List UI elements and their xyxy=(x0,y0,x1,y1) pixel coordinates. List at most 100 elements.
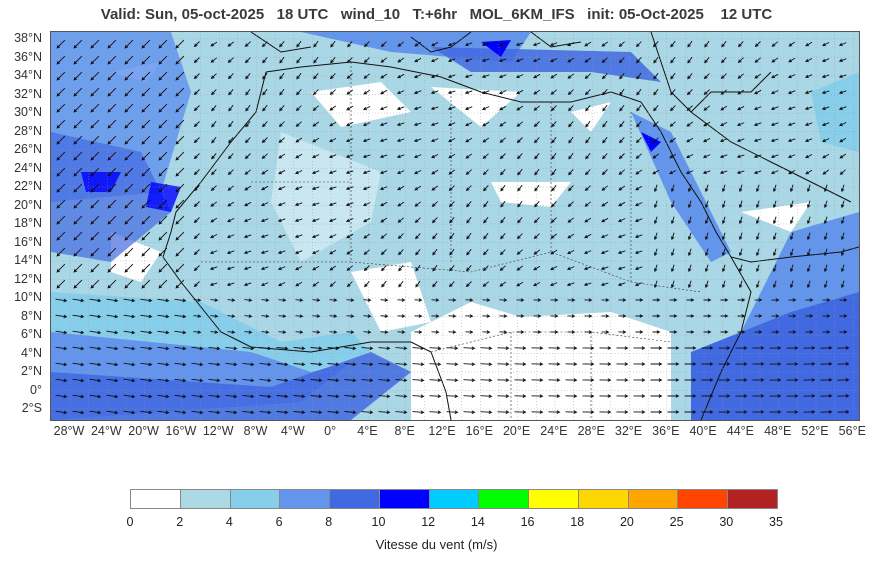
wind-arrow xyxy=(687,56,693,64)
wind-arrow xyxy=(568,169,574,176)
wind-arrow xyxy=(650,378,663,382)
wind-arrow xyxy=(191,394,204,399)
wind-arrow xyxy=(482,265,489,272)
wind-arrow xyxy=(636,121,642,128)
wind-arrow xyxy=(56,183,66,193)
wind-arrow xyxy=(685,170,694,175)
wind-arrow xyxy=(770,170,779,175)
wind-arrow xyxy=(718,362,731,366)
wind-arrow xyxy=(670,232,675,241)
wind-arrow xyxy=(431,201,438,208)
wind-arrow xyxy=(585,136,591,144)
wind-arrow xyxy=(786,410,799,414)
wind-arrow xyxy=(532,58,541,63)
wind-arrow xyxy=(686,314,695,318)
wind-arrow xyxy=(806,216,811,225)
wind-arrow xyxy=(56,151,66,161)
wind-arrow xyxy=(228,153,234,160)
wind-arrow xyxy=(718,410,731,414)
wind-arrow xyxy=(704,232,709,241)
wind-arrow xyxy=(822,138,830,143)
wind-arrow xyxy=(211,153,217,160)
wind-arrow xyxy=(514,346,527,350)
wind-arrow xyxy=(684,378,697,382)
wind-arrow xyxy=(769,346,782,350)
wind-arrow xyxy=(531,346,544,350)
wind-arrow xyxy=(805,169,813,175)
wind-arrow xyxy=(141,71,151,81)
wind-arrow xyxy=(158,215,168,225)
wind-arrow xyxy=(753,170,762,175)
wind-arrow xyxy=(124,215,134,225)
wind-arrow xyxy=(72,314,85,319)
wind-arrow xyxy=(296,72,302,80)
wind-arrow xyxy=(839,298,848,302)
wind-arrow xyxy=(193,153,200,160)
wind-arrow xyxy=(312,105,319,111)
wind-arrow xyxy=(363,330,372,334)
wind-arrow xyxy=(839,169,846,175)
wind-arrow xyxy=(721,184,726,193)
wind-arrow xyxy=(600,266,609,271)
wind-arrow xyxy=(380,201,388,207)
wind-arrow xyxy=(242,410,255,415)
wind-arrow xyxy=(650,410,663,414)
wind-arrow xyxy=(328,170,337,175)
wind-arrow xyxy=(551,168,557,176)
wind-arrow xyxy=(840,216,845,225)
wind-arrow xyxy=(805,298,814,302)
wind-arrow xyxy=(653,216,658,225)
longitude-label: 20°E xyxy=(502,424,531,438)
wind-arrow xyxy=(720,73,727,80)
wind-arrow xyxy=(721,248,726,257)
wind-arrow xyxy=(431,169,439,175)
wind-arrow xyxy=(618,169,625,175)
wind-arrow xyxy=(191,378,204,383)
wind-arrow xyxy=(585,169,591,176)
wind-arrow xyxy=(548,410,561,414)
wind-arrow xyxy=(704,184,709,193)
wind-arrow xyxy=(430,58,439,63)
wind-arrow xyxy=(652,153,660,159)
colorbar-tick-label: 2 xyxy=(176,515,184,529)
wind-arrow xyxy=(787,122,796,127)
wind-arrow xyxy=(193,105,200,112)
wind-arrow xyxy=(653,41,659,48)
wind-arrow xyxy=(294,170,303,175)
wind-arrow xyxy=(465,330,474,334)
wind-arrow xyxy=(378,394,391,399)
wind-arrow xyxy=(803,378,816,382)
wind-arrow xyxy=(635,137,642,144)
wind-arrow xyxy=(533,298,542,302)
wind-arrow xyxy=(840,200,845,209)
wind-arrow xyxy=(804,74,813,79)
wind-arrow xyxy=(482,281,489,287)
wind-arrow xyxy=(261,298,270,302)
wind-arrow xyxy=(378,378,391,383)
wind-arrow xyxy=(482,153,489,159)
wind-arrow xyxy=(242,346,255,351)
wind-arrow xyxy=(227,185,234,191)
wind-arrow xyxy=(158,231,168,241)
wind-arrow xyxy=(210,73,217,80)
wind-arrow xyxy=(617,218,626,223)
wind-arrow xyxy=(279,41,285,48)
wind-arrow xyxy=(396,138,405,143)
wind-arrow xyxy=(362,170,371,175)
wind-arrow xyxy=(363,233,371,239)
wind-arrow xyxy=(295,137,303,143)
wind-arrow xyxy=(158,135,168,145)
wind-arrow xyxy=(466,265,472,272)
wind-arrow xyxy=(429,394,442,399)
wind-arrow xyxy=(123,410,136,415)
wind-arrow xyxy=(158,87,168,97)
wind-arrow xyxy=(55,298,68,303)
wind-arrow xyxy=(499,281,507,287)
wind-arrow xyxy=(755,200,760,209)
wind-arrow xyxy=(448,314,457,318)
wind-arrow xyxy=(295,105,302,112)
wind-arrow xyxy=(312,330,321,334)
wind-arrow xyxy=(329,298,338,302)
wind-arrow xyxy=(703,105,711,111)
wind-arrow xyxy=(464,106,473,111)
